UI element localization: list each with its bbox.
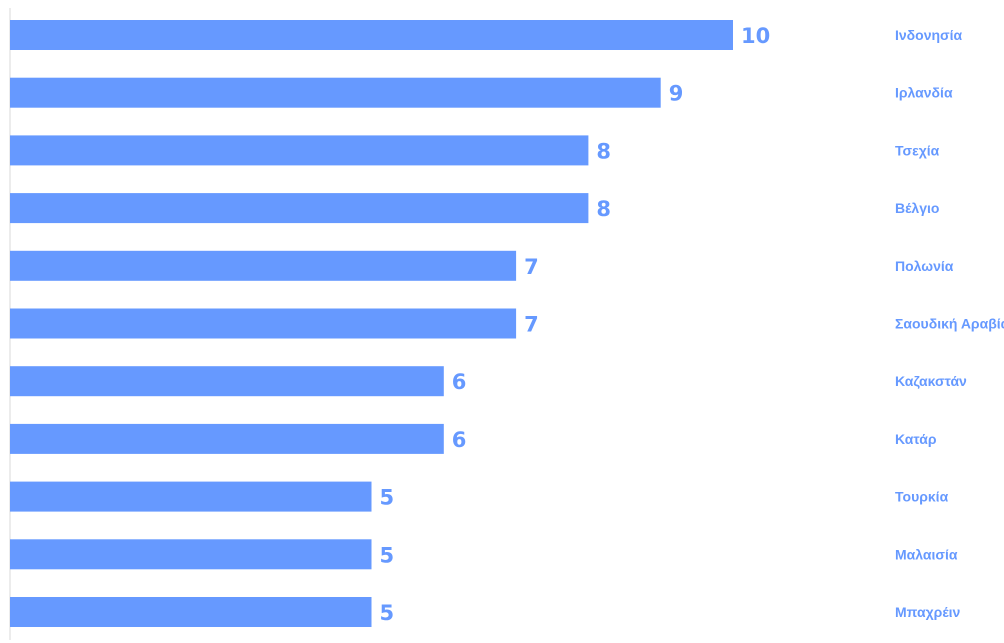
value-label-5: 7 [524,313,539,337]
bars-group [10,20,733,627]
bar-0 [10,20,733,50]
bar-5 [10,308,517,339]
value-label-0: 10 [741,24,770,48]
value-labels-group: 10 9 8 8 7 7 6 6 5 5 5 [380,24,771,625]
bar-10 [10,597,372,627]
value-label-6: 6 [452,370,467,394]
category-label-4: Πολωνία [895,258,954,274]
value-label-8: 5 [380,486,395,510]
bar-7 [10,423,444,454]
category-label-8: Τουρκία [895,489,949,505]
bar-6 [10,366,444,397]
category-label-10: Μπαχρέιν [895,604,961,620]
category-label-3: Βέλγιο [895,200,939,216]
bar-4 [10,250,517,281]
category-label-5: Σαουδική Αραβία [895,316,1004,332]
bar-9 [10,539,372,570]
bar-8 [10,481,372,512]
bar-2 [10,135,589,166]
category-label-1: Ιρλανδία [895,85,953,101]
bar-3 [10,193,589,224]
category-label-7: Κατάρ [895,431,937,447]
value-label-9: 5 [380,543,395,567]
value-label-3: 8 [596,197,611,221]
category-label-2: Τσεχία [895,142,940,158]
value-label-2: 8 [596,139,611,163]
category-label-9: Μαλαισία [895,546,958,562]
category-labels-group: Ινδονησία Ιρλανδία Τσεχία Βέλγιο Πολωνία Σαου… [895,27,1004,620]
value-label-4: 7 [524,255,539,279]
category-label-0: Ινδονησία [895,27,963,43]
value-label-7: 6 [452,428,467,452]
value-label-10: 5 [380,601,395,625]
bar-1 [10,77,661,108]
value-label-1: 9 [669,82,684,106]
category-label-6: Καζακστάν [895,373,967,389]
